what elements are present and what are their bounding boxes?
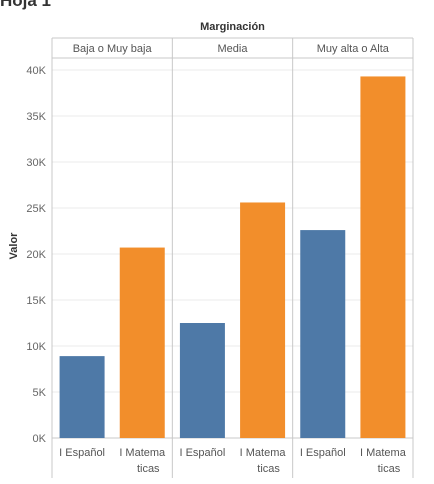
y-tick-label: 30K [26, 157, 46, 169]
sheet-title: Hoja 1 [0, 0, 52, 10]
bar-español [300, 230, 346, 438]
y-tick-label: 5K [33, 387, 47, 399]
pane-label: Muy alta o Alta [317, 43, 390, 55]
x-category-label: ticas [137, 463, 160, 475]
pane-label: Baja o Muy baja [73, 43, 153, 55]
bar-español [179, 323, 225, 438]
x-category-label: ticas [378, 463, 401, 475]
x-category-label: I Matema [360, 447, 407, 459]
x-category-label: I Matema [240, 447, 287, 459]
bar-español [59, 356, 105, 438]
y-tick-label: 35K [26, 111, 46, 123]
y-tick-label: 20K [26, 249, 46, 261]
x-category-label: I Español [179, 447, 225, 459]
x-category-label: I Matema [119, 447, 166, 459]
y-tick-label: 15K [26, 295, 46, 307]
y-tick-label: 40K [26, 65, 46, 77]
y-tick-label: 0K [33, 433, 47, 445]
x-category-label: I Español [59, 447, 105, 459]
pane-label: Media [218, 43, 249, 55]
bar-matematicas [360, 76, 406, 438]
y-tick-label: 10K [26, 341, 46, 353]
bar-matematicas [119, 247, 165, 438]
x-category-label: I Español [300, 447, 346, 459]
y-tick-label: 25K [26, 203, 46, 215]
header-title: Marginación [200, 21, 265, 33]
bar-matematicas [240, 202, 286, 438]
x-category-label: ticas [257, 463, 280, 475]
